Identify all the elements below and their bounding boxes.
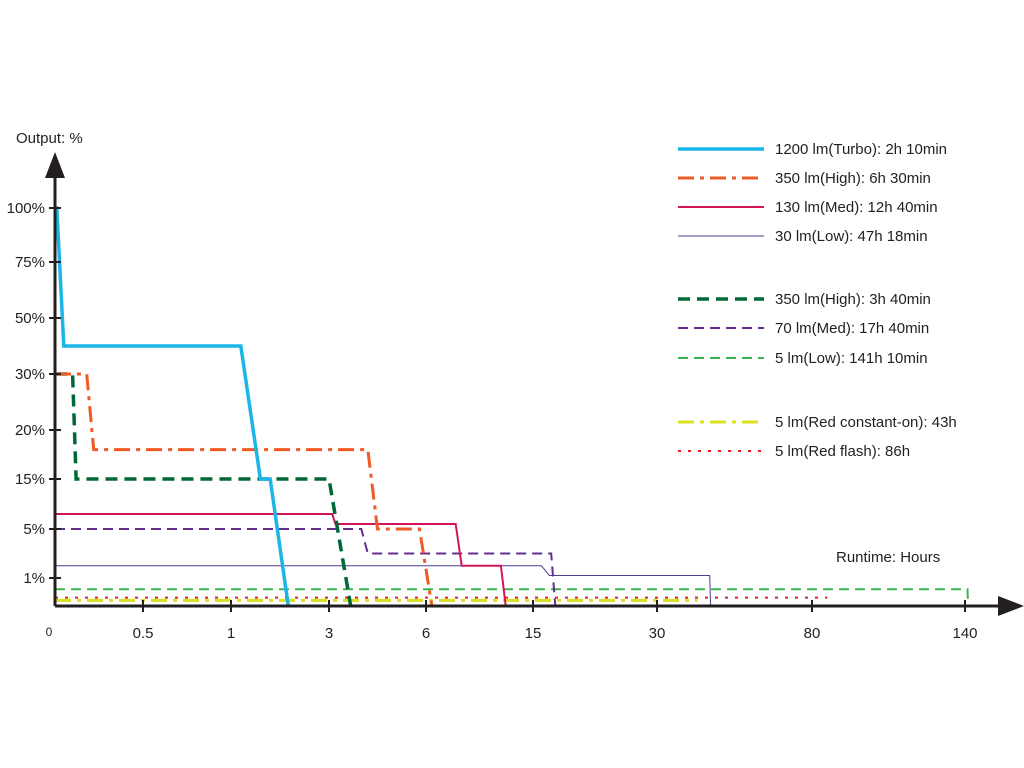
x-tick-label: 140 (952, 625, 977, 642)
legend-label: 350 lm(High): 6h 30min (775, 170, 931, 187)
series-line (55, 588, 970, 607)
x-tick-label: 15 (525, 625, 542, 642)
legend-label: 5 lm(Red constant-on): 43h (775, 414, 957, 431)
y-axis-arrow (45, 152, 65, 178)
series-line (55, 372, 434, 607)
y-tick-label: 1% (23, 570, 45, 587)
y-tick-label: 20% (15, 422, 45, 439)
series-layer (55, 206, 970, 607)
x-tick-label: 1 (227, 625, 235, 642)
y-tick-label: 75% (15, 254, 45, 271)
series-line (55, 372, 353, 607)
x-axis-arrow (998, 596, 1024, 616)
legend-label: 350 lm(High): 3h 40min (775, 291, 931, 308)
y-tick-label: 5% (23, 521, 45, 538)
legend: 1200 lm(Turbo): 2h 10min 350 lm(High): 6h… (678, 141, 957, 460)
legend-label: 130 lm(Med): 12h 40min (775, 199, 938, 216)
series-line (55, 528, 557, 607)
series-line (55, 565, 712, 607)
x-axis-title: Runtime: Hours (836, 549, 940, 566)
y-tick-label: 100% (7, 200, 45, 217)
ticks: 0 0.5 1 3 6 15 30 80 140 100% 75% 50% 30% 20% 15% 5% 1% (7, 200, 978, 642)
y-axis-title: Output: % (16, 130, 83, 147)
y-tick-label: 30% (15, 366, 45, 383)
legend-label: 1200 lm(Turbo): 2h 10min (775, 141, 947, 158)
x-tick-label: 0 (46, 625, 53, 639)
legend-label: 5 lm(Red flash): 86h (775, 443, 910, 460)
series-line (55, 513, 507, 607)
legend-label: 5 lm(Low): 141h 10min (775, 350, 928, 367)
legend-label: 70 lm(Med): 17h 40min (775, 320, 929, 337)
y-tick-label: 50% (15, 310, 45, 327)
x-tick-label: 30 (649, 625, 666, 642)
x-tick-label: 80 (804, 625, 821, 642)
x-tick-label: 6 (422, 625, 430, 642)
legend-label: 30 lm(Low): 47h 18min (775, 228, 928, 245)
y-tick-label: 15% (15, 471, 45, 488)
axes: Output: % Runtime: Hours (16, 130, 1024, 616)
x-tick-label: 3 (325, 625, 333, 642)
x-tick-label: 0.5 (133, 625, 154, 642)
